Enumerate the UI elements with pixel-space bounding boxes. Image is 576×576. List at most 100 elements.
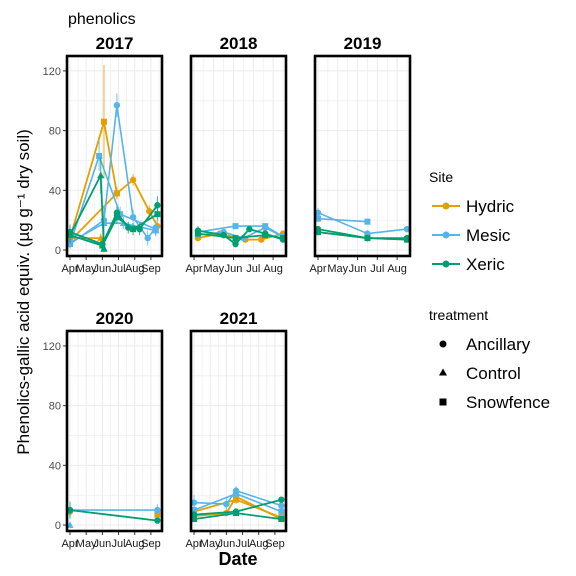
x-tick-label: Jun bbox=[225, 263, 243, 275]
data-point bbox=[403, 225, 411, 233]
data-point bbox=[136, 225, 143, 233]
data-point bbox=[113, 102, 121, 109]
y-tick-label: 0 bbox=[55, 520, 61, 532]
data-point bbox=[246, 225, 253, 233]
legend-site-title: Site bbox=[429, 169, 453, 185]
data-point bbox=[194, 230, 201, 237]
x-tick-label: May bbox=[76, 263, 97, 275]
data-point bbox=[223, 500, 230, 508]
data-point bbox=[66, 506, 74, 514]
series-xeric-ancillary bbox=[66, 502, 161, 524]
data-point bbox=[97, 171, 105, 179]
legend-swatch-point bbox=[442, 260, 450, 268]
y-tick-label: 120 bbox=[43, 341, 61, 353]
x-tick-label: Apr bbox=[185, 263, 202, 275]
y-tick-label: 80 bbox=[49, 401, 61, 413]
legend-treatment-item: Control bbox=[439, 364, 521, 383]
data-point bbox=[154, 506, 161, 514]
series-xeric-snowfence bbox=[315, 229, 410, 243]
data-point bbox=[191, 507, 197, 514]
x-tick-label: Jun bbox=[93, 263, 111, 275]
legend-swatch-point bbox=[442, 231, 450, 239]
data-point bbox=[190, 499, 198, 506]
y-tick-label: 40 bbox=[49, 460, 61, 472]
facet-strip-label: 2019 bbox=[344, 34, 382, 53]
panel-border bbox=[189, 329, 288, 533]
legend-site-item: Hydric bbox=[432, 197, 515, 216]
x-tick-label: Sep bbox=[265, 538, 285, 550]
data-point bbox=[117, 211, 124, 218]
square-shape-icon bbox=[439, 398, 447, 406]
data-point bbox=[262, 223, 269, 230]
data-point bbox=[130, 226, 137, 233]
x-tick-label: Sep bbox=[141, 538, 161, 550]
data-point bbox=[113, 190, 120, 197]
panel-background bbox=[315, 56, 410, 256]
x-tick-label: Apr bbox=[309, 263, 326, 275]
facet-strip-label: 2021 bbox=[220, 309, 258, 328]
data-point bbox=[262, 232, 269, 239]
legend-treatment-label: Control bbox=[466, 364, 521, 383]
data-point bbox=[154, 211, 161, 218]
legend-swatch-point bbox=[442, 202, 450, 210]
data-point bbox=[278, 508, 285, 515]
data-point bbox=[233, 510, 240, 517]
chart-title: phenolics bbox=[68, 11, 136, 28]
series-xeric-snowfence bbox=[191, 510, 285, 523]
legend-treatment-item: Snowfence bbox=[439, 393, 550, 412]
x-tick-label: Aug bbox=[387, 263, 407, 275]
x-tick-label: May bbox=[200, 538, 221, 550]
facet-strip-label: 2018 bbox=[220, 34, 258, 53]
x-tick-label: Aug bbox=[125, 263, 145, 275]
x-tick-label: Sep bbox=[141, 263, 161, 275]
data-point bbox=[232, 223, 239, 230]
data-point bbox=[278, 496, 285, 503]
x-tick-label: Apr bbox=[61, 263, 78, 275]
series-mesic-snowfence bbox=[315, 215, 371, 225]
panel-border bbox=[65, 329, 164, 533]
x-tick-label: May bbox=[76, 538, 97, 550]
panel-background bbox=[191, 56, 286, 256]
panel-border bbox=[189, 54, 288, 258]
data-point bbox=[364, 218, 371, 225]
y-tick-label: 120 bbox=[43, 66, 61, 78]
data-point bbox=[67, 232, 73, 239]
data-point bbox=[278, 502, 285, 509]
x-tick-label: Jul bbox=[236, 538, 250, 550]
series-line bbox=[69, 204, 159, 246]
data-point bbox=[154, 517, 161, 524]
facet-panel-2018: 2018 Apr May Jun Jul Aug bbox=[185, 34, 288, 275]
y-tick-label: 80 bbox=[49, 126, 61, 138]
legend-treatment-label: Ancillary bbox=[466, 335, 531, 354]
data-point bbox=[67, 241, 73, 248]
legend-site-label: Xeric bbox=[466, 255, 505, 274]
x-tick-label: Jul bbox=[370, 263, 384, 275]
series-xeric-snowfence bbox=[194, 230, 286, 242]
x-tick-label: Jul bbox=[112, 263, 126, 275]
data-point bbox=[96, 153, 103, 159]
legend-site-item: Mesic bbox=[432, 226, 511, 245]
x-tick-label: Jul bbox=[246, 263, 260, 275]
series-xeric-snowfence bbox=[67, 208, 161, 251]
series-line bbox=[69, 153, 157, 245]
data-point bbox=[144, 234, 151, 242]
data-point bbox=[278, 516, 285, 523]
legend-site-label: Hydric bbox=[466, 197, 515, 216]
circle-shape-icon bbox=[439, 340, 447, 348]
facet-panel-2019: 2019 Apr May Jun Jul Aug bbox=[309, 34, 412, 275]
data-point bbox=[99, 242, 106, 249]
panel-border bbox=[65, 54, 164, 258]
data-point bbox=[191, 516, 197, 523]
legend-site-item: Xeric bbox=[432, 255, 505, 274]
x-axis-title: Date bbox=[218, 549, 257, 569]
y-axis-title: Phenolics-gallic acid equiv. (µg g⁻¹ dry… bbox=[14, 129, 33, 455]
legend-site: Site Hydric Mesic Xeric bbox=[429, 169, 515, 274]
x-tick-label: Apr bbox=[185, 538, 202, 550]
data-point bbox=[280, 235, 286, 242]
data-point bbox=[314, 209, 322, 216]
